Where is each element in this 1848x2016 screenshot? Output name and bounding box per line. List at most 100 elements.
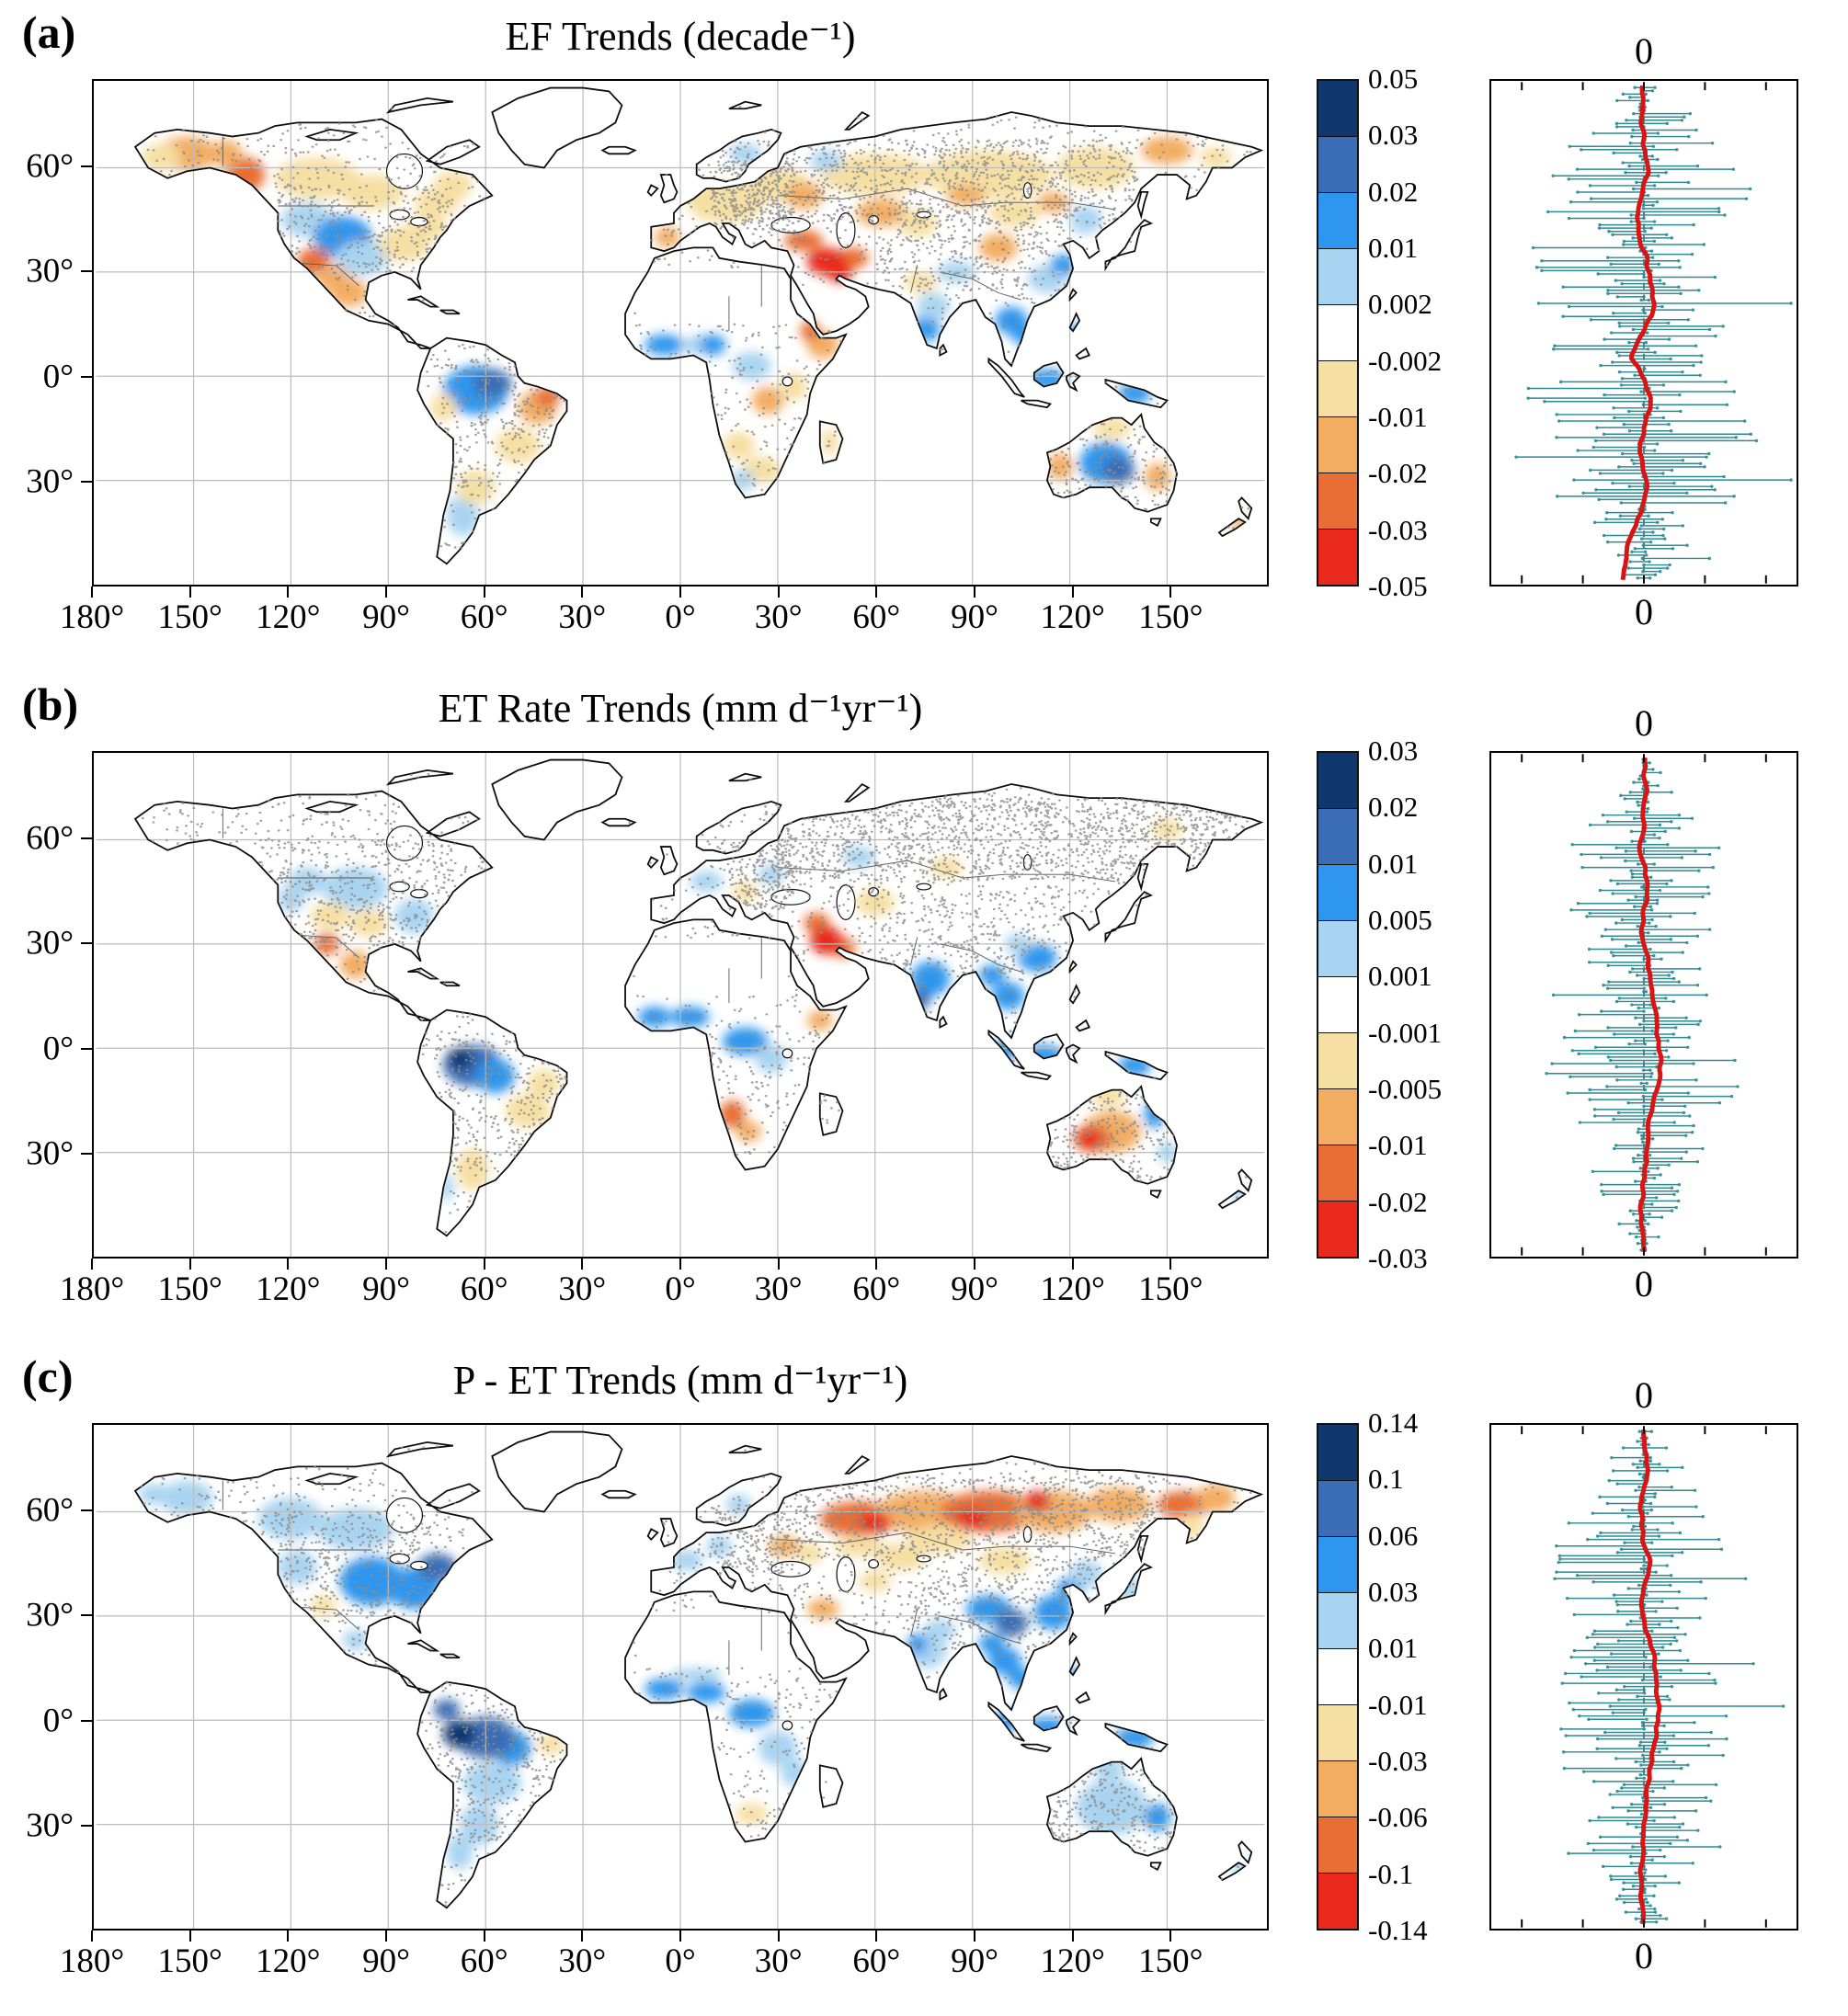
x-axis-tick [974, 1931, 975, 1942]
zonal-mean-plot-a [1489, 79, 1798, 587]
x-axis-tick [777, 1931, 780, 1942]
panel-c: (c) P - ET Trends (mm d⁻¹yr⁻¹) 60° 30° 0° 3… [0, 1344, 1848, 2016]
x-axis-tick [483, 587, 485, 598]
x-tick-label: 90° [362, 598, 410, 636]
colorbar-segment [1318, 1201, 1357, 1257]
colorbar-a [1317, 79, 1359, 587]
x-axis-tick [875, 1931, 878, 1942]
colorbar-tick-label: -0.01 [1368, 401, 1428, 433]
colorbar-segment [1318, 416, 1357, 473]
world-map-b [92, 751, 1269, 1259]
zonal-mean-svg-c [1521, 1426, 1785, 1928]
colorbar-segment [1318, 304, 1357, 360]
world-map-c [92, 1423, 1269, 1931]
x-axis-tick [1169, 1931, 1172, 1942]
colorbar-tick-label: 0.02 [1368, 175, 1419, 208]
x-tick-label: 120° [1040, 598, 1105, 636]
colorbar-segment [1318, 1704, 1357, 1760]
x-axis-tick [385, 1259, 387, 1270]
colorbar-tick-label: -0.03 [1368, 1242, 1428, 1274]
colorbar-tick-label: 0.03 [1368, 119, 1419, 152]
x-axis-tick [974, 587, 975, 598]
y-axis-tick [81, 1719, 92, 1722]
y-tick-label: 60° [26, 819, 74, 858]
y-axis-tick [81, 375, 92, 378]
panel-title-c: P - ET Trends (mm d⁻¹yr⁻¹) [452, 1358, 908, 1403]
x-tick-label: 60° [852, 1270, 901, 1308]
colorbar-segment [1318, 248, 1357, 304]
x-tick-label: 60° [460, 1942, 508, 1980]
colorbar-segment [1318, 1032, 1357, 1088]
colorbar-segment [1318, 81, 1357, 136]
y-axis-tick [81, 1614, 92, 1617]
x-axis-tick [287, 587, 290, 598]
world-map-a [92, 79, 1269, 587]
x-tick-label: 150° [157, 1270, 222, 1308]
zonal-zero-bottom-b: 0 [1635, 1263, 1653, 1304]
colorbar-tick-label: 0.02 [1368, 791, 1419, 824]
x-axis-tick [1071, 587, 1074, 598]
world-map-svg-c [96, 1425, 1265, 1929]
zonal-mean-svg-a [1514, 82, 1793, 584]
x-axis-tick [974, 1259, 975, 1270]
x-axis-tick [188, 587, 191, 598]
x-axis-tick [1169, 587, 1172, 598]
x-tick-label: 30° [754, 1942, 803, 1980]
y-tick-label: 0° [42, 1030, 74, 1068]
y-tick-label: 60° [26, 147, 74, 186]
zonal-mean-svg-b [1521, 754, 1767, 1256]
x-axis-tick [581, 1931, 584, 1942]
x-tick-label: 120° [1040, 1942, 1105, 1980]
y-axis-tick [81, 480, 92, 483]
world-map-svg-a [96, 81, 1265, 585]
x-tick-label: 90° [951, 598, 998, 636]
x-tick-label: 30° [558, 598, 607, 636]
x-tick-label: 0° [665, 1942, 696, 1980]
colorbar-tick-label: 0.01 [1368, 847, 1419, 880]
x-axis-tick [483, 1931, 485, 1942]
zonal-zero-top-a: 0 [1635, 30, 1653, 72]
colorbar-segment [1318, 808, 1357, 864]
x-axis-tick [1071, 1259, 1074, 1270]
x-tick-label: 150° [157, 598, 222, 636]
x-tick-label: 60° [460, 598, 508, 636]
x-tick-label: 60° [460, 1270, 508, 1308]
zonal-mean-plot-c [1489, 1423, 1798, 1931]
y-tick-label: 0° [42, 358, 74, 396]
y-tick-label: 30° [26, 462, 74, 501]
panel-label-c: (c) [22, 1350, 74, 1402]
y-axis-tick [81, 1824, 92, 1827]
colorbar-tick-label: -0.02 [1368, 1185, 1428, 1218]
y-axis-tick [81, 1152, 92, 1155]
x-tick-label: 30° [754, 598, 803, 636]
colorbar-tick-label: 0.03 [1368, 735, 1419, 767]
x-axis-tick [287, 1259, 290, 1270]
x-axis-tick [1169, 1259, 1172, 1270]
colorbar-segment [1318, 1873, 1357, 1929]
x-axis-tick [91, 1259, 93, 1270]
colorbar-labels-c: 0.14 0.1 0.06 0.03 0.01 -0.01 -0.03 -0.06 -0.1 -0… [1368, 1407, 1497, 1946]
y-axis-tick [81, 165, 92, 168]
latitude-axis-c: 60° 30° 0° 30° [0, 1423, 83, 1931]
x-axis-tick [385, 1931, 387, 1942]
x-tick-label: 30° [558, 1942, 607, 1980]
x-tick-label: 90° [362, 1942, 410, 1980]
colorbar-tick-label: 0.001 [1368, 960, 1432, 993]
colorbar-tick-label: 0.01 [1368, 1632, 1419, 1665]
colorbar-tick-label: -0.05 [1368, 570, 1428, 602]
panel-b: (b) ET Rate Trends (mm d⁻¹yr⁻¹) 60° 30° 0°… [0, 672, 1848, 1344]
x-tick-label: 30° [754, 1270, 803, 1308]
x-tick-label: 120° [1040, 1270, 1105, 1308]
colorbar-tick-label: -0.005 [1368, 1073, 1443, 1105]
colorbar-segment [1318, 1648, 1357, 1704]
colorbar-segment [1318, 1480, 1357, 1536]
x-tick-label: 90° [362, 1270, 410, 1308]
x-tick-label: 30° [558, 1270, 607, 1308]
colorbar-segment [1318, 192, 1357, 248]
y-axis-tick [81, 942, 92, 945]
colorbar-tick-label: 0.1 [1368, 1463, 1404, 1496]
colorbar-segment [1318, 1536, 1357, 1592]
x-axis-tick [875, 1259, 878, 1270]
x-tick-label: 180° [59, 598, 125, 636]
colorbar-segment [1318, 360, 1357, 416]
